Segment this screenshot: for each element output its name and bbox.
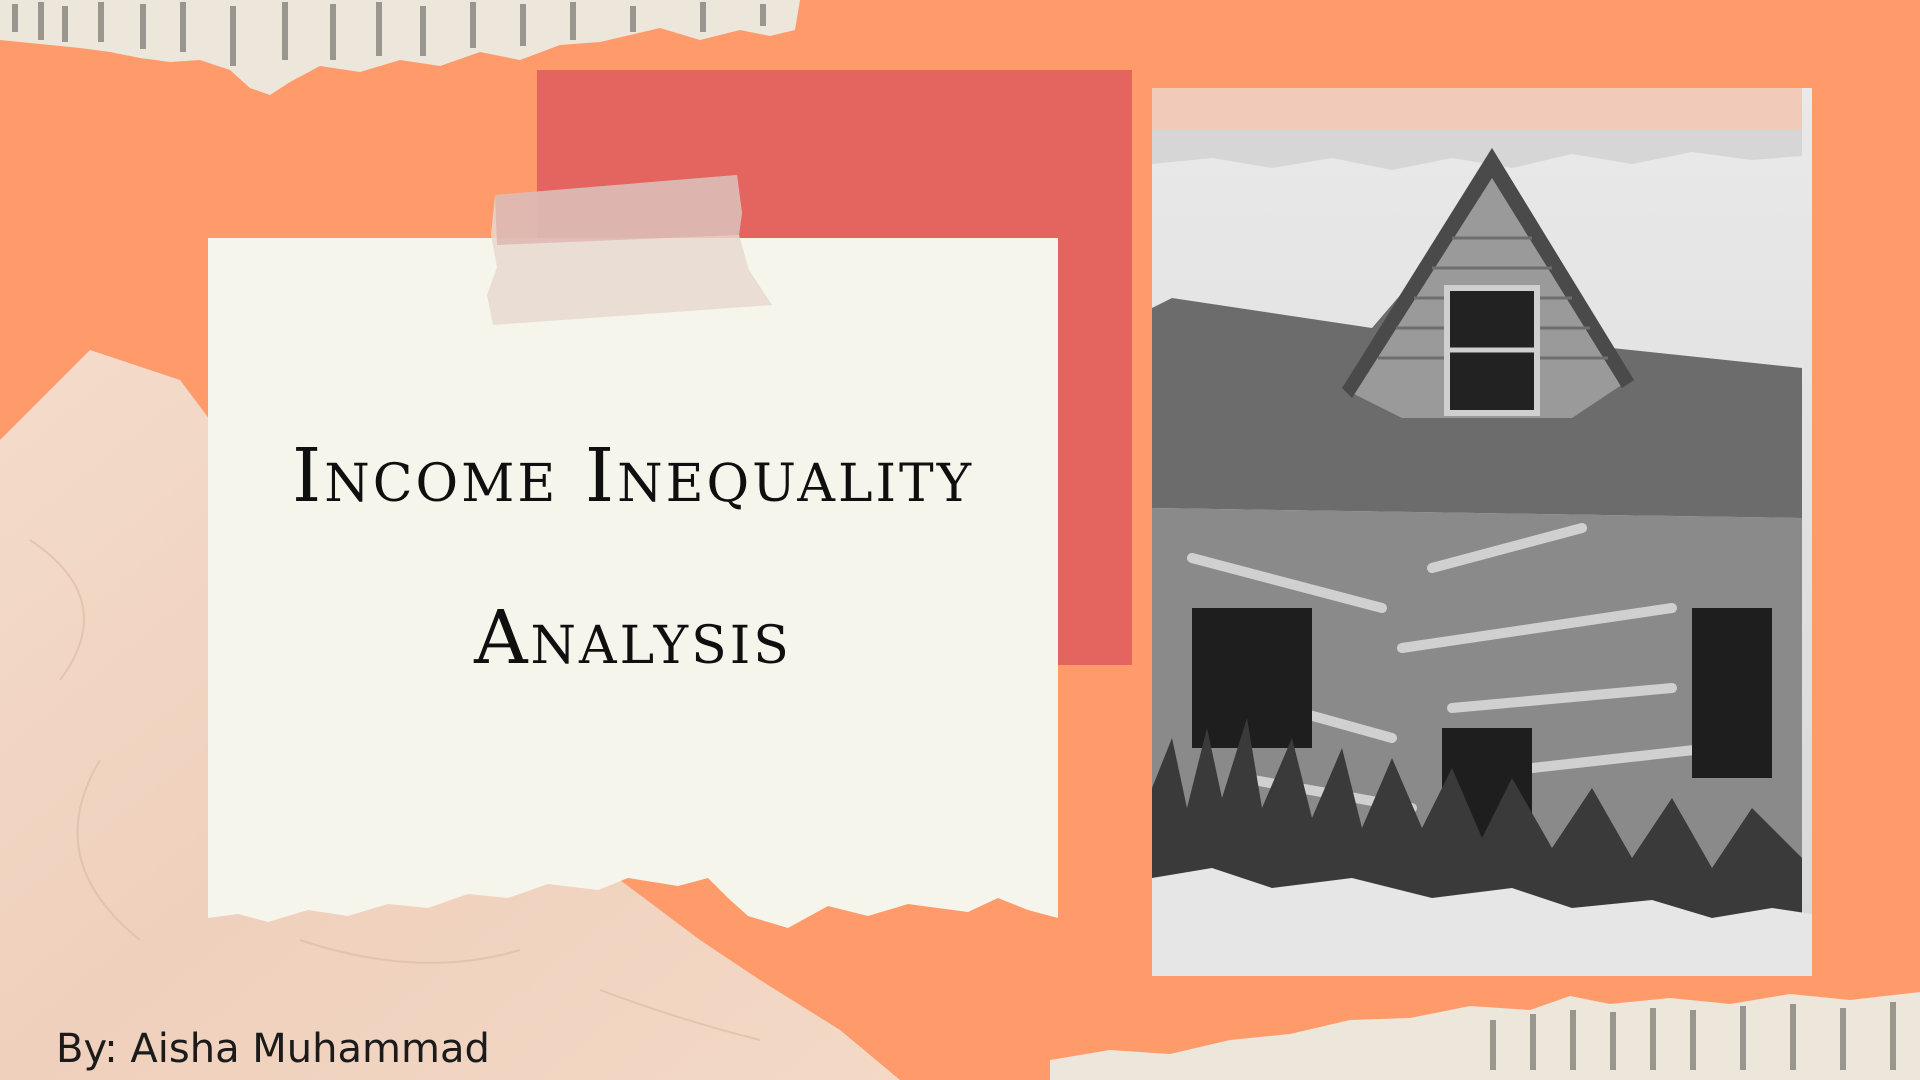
newspaper-strip-top	[0, 0, 800, 95]
masking-tape	[487, 175, 772, 325]
page-title: Income Inequality Analysis	[208, 395, 1058, 719]
paper-note	[208, 238, 1058, 928]
author-byline: By: Aisha Muhammad	[56, 1026, 490, 1072]
newspaper-strip-bottom	[1050, 992, 1920, 1080]
abandoned-house-photo	[1152, 88, 1812, 976]
title-line-1: Income Inequality	[291, 433, 975, 519]
title-line-2: Analysis	[474, 595, 792, 681]
